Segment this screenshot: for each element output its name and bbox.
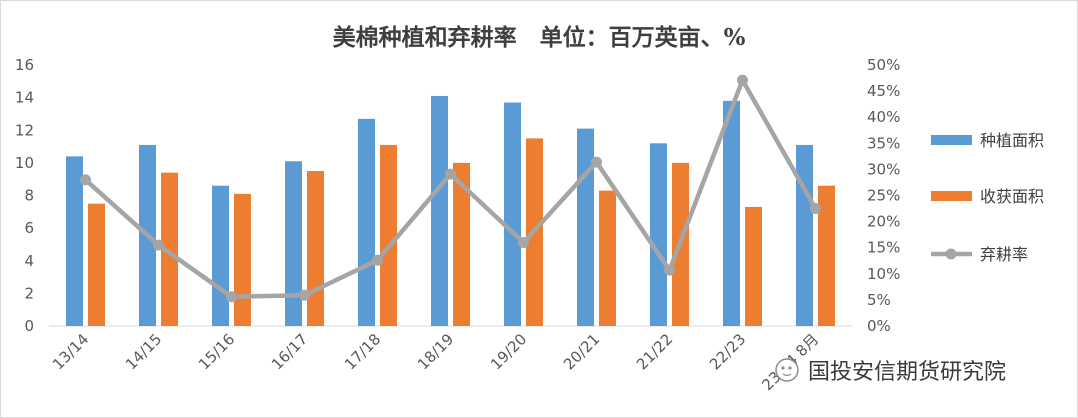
planted-area-bar [358, 118, 375, 326]
planted-area-bar [285, 161, 302, 326]
abandonment-rate-point [445, 168, 456, 180]
wechat-icon [775, 358, 799, 382]
abandonment-rate-point [80, 174, 91, 186]
legend-swatch-rate-marker [945, 248, 957, 260]
y-right-tick-label: 5% [867, 291, 891, 309]
y-right-tick-label: 0% [867, 317, 891, 335]
y-left-tick-label: 0 [24, 317, 34, 335]
planted-area-bar [504, 102, 521, 326]
legend-swatch-harvested [931, 191, 972, 201]
y-right-tick-label: 50% [867, 56, 900, 74]
harvested-area-bar [745, 206, 762, 326]
abandonment-rate-point [810, 203, 821, 215]
legend-label: 种植面积 [980, 131, 1044, 150]
y-left-tick-label: 4 [24, 252, 34, 270]
y-right-tick-label: 20% [867, 213, 900, 231]
y-right-tick-label: 10% [867, 265, 900, 283]
abandonment-rate-point [299, 289, 310, 301]
planted-area-bar [796, 144, 813, 326]
y-right-tick-label: 40% [867, 108, 900, 126]
harvested-area-bar [161, 172, 178, 326]
y-right-tick-label: 15% [867, 239, 900, 257]
watermark: 国投安信期货研究院 [775, 358, 1006, 385]
y-right-tick-label: 45% [867, 82, 900, 100]
harvested-area-bar [380, 144, 397, 326]
legend-label: 收获面积 [980, 187, 1044, 206]
y-left-tick-label: 14 [15, 89, 34, 107]
y-left-tick-label: 8 [24, 187, 34, 205]
abandonment-rate-point [518, 236, 529, 248]
legend-label: 弃耕率 [980, 245, 1028, 264]
harvested-area-bar [307, 171, 324, 326]
harvested-area-bar [818, 185, 835, 326]
y-right-tick-label: 25% [867, 187, 900, 205]
y-left-tick-label: 10 [15, 154, 34, 172]
y-right-tick-label: 35% [867, 134, 900, 152]
y-left-tick-label: 2 [24, 284, 34, 302]
y-left-tick-label: 16 [15, 56, 34, 74]
harvested-area-bar [234, 193, 251, 326]
planted-area-bar [577, 128, 594, 326]
planted-area-bar [431, 95, 448, 327]
harvested-area-bar [453, 162, 470, 326]
planted-area-bar [723, 100, 740, 326]
y-right-tick-label: 30% [867, 160, 900, 178]
y-left-tick-label: 6 [24, 219, 34, 237]
legend-swatch-planted [931, 135, 972, 145]
abandonment-rate-point [591, 156, 602, 168]
abandonment-rate-point [153, 239, 164, 251]
abandonment-rate-point [664, 264, 675, 276]
abandonment-rate-point [226, 291, 237, 303]
abandonment-rate-point [737, 74, 748, 86]
harvested-area-bar [88, 203, 105, 326]
abandonment-rate-point [372, 254, 383, 266]
harvested-area-bar [599, 190, 616, 326]
planted-area-bar [212, 185, 229, 326]
y-left-tick-label: 12 [15, 121, 34, 139]
watermark-text: 国投安信期货研究院 [808, 360, 1006, 385]
planted-area-bar [66, 156, 83, 326]
chart-title: 美棉种植和弃耕率 单位：百万英亩、% [333, 24, 746, 51]
planted-area-bar [650, 143, 667, 326]
